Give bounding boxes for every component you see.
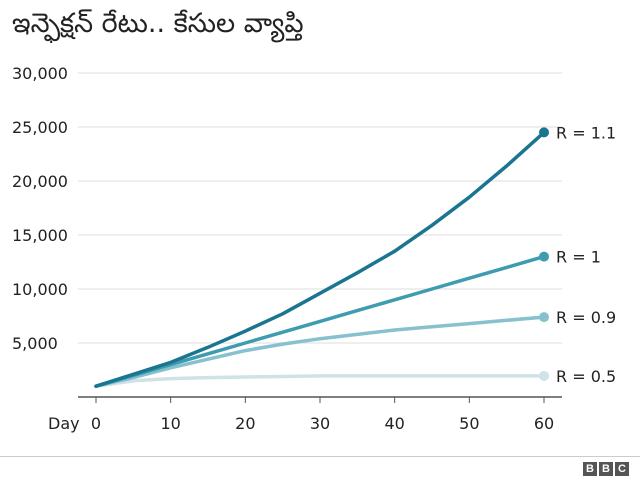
series-line (94, 254, 546, 388)
x-tick-label: 10 (160, 414, 180, 433)
bbc-logo-letter: C (615, 462, 629, 476)
series-label: R = 1 (556, 248, 601, 267)
y-tick-label: 20,000 (12, 172, 68, 191)
series-line (94, 130, 546, 388)
line-chart: 5,000 10,000 15,000 20,000 25,000 30,000 Day 0… (12, 64, 616, 433)
x-tick-label: 30 (310, 414, 330, 433)
y-tick-label: 25,000 (12, 118, 68, 137)
chart-title: ఇన్ఫెక్షన్ రేటు.. కేసుల వ్యాప్తి (12, 8, 304, 39)
series-endpoint (539, 312, 549, 323)
series-label: R = 0.5 (556, 367, 616, 386)
x-tick-label: 60 (534, 414, 554, 433)
series-endpoint (539, 251, 549, 262)
series-label: R = 1.1 (556, 123, 616, 142)
x-tick-label: 50 (459, 414, 479, 433)
series-line (94, 374, 546, 388)
series-endpoint (539, 370, 549, 381)
y-axis-tick-labels: 5,000 10,000 15,000 20,000 25,000 30,000 (12, 64, 68, 353)
x-tick-label: 40 (384, 414, 404, 433)
y-tick-label: 15,000 (12, 226, 68, 245)
bbc-logo-letter: B (583, 462, 597, 476)
bbc-logo-letter: B (599, 462, 613, 476)
bbc-logo: B B C (583, 462, 629, 476)
series-endpoint (539, 127, 549, 138)
y-tick-label: 10,000 (12, 280, 68, 299)
series-labels: R = 0.5 R = 0.9 R = 1 R = 1.1 (556, 123, 616, 386)
series-label: R = 0.9 (556, 308, 616, 327)
x-tick-label: 20 (235, 414, 255, 433)
gridlines (78, 72, 562, 344)
y-tick-label: 5,000 (12, 334, 58, 353)
x-tick-label: 0 (91, 414, 101, 433)
series-lines (94, 127, 549, 388)
series-line (94, 315, 546, 388)
x-axis-label: Day (48, 414, 80, 433)
y-tick-label: 30,000 (12, 64, 68, 83)
x-axis: Day 0 10 20 30 40 50 60 (48, 396, 562, 433)
footer-divider (0, 456, 640, 457)
